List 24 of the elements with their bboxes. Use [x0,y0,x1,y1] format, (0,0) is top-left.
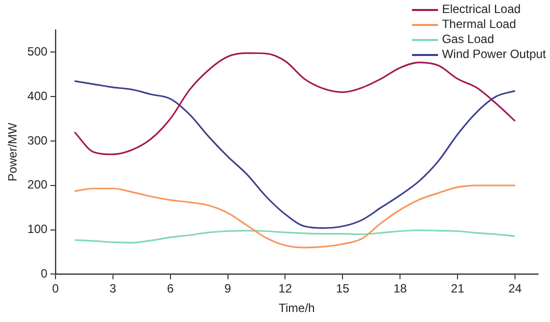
x-tick-label: 12 [278,282,292,296]
x-axis-title: Time/h [278,301,315,316]
x-tick-label: 24 [508,282,522,296]
line-series [74,184,516,248]
x-tick-label: 15 [336,282,350,296]
y-tick-label: 300 [27,133,48,148]
y-tick-label: 500 [27,44,48,59]
line-series [74,229,516,244]
x-tick-label: 0 [52,282,60,296]
x-tick-label: 18 [393,282,408,296]
x-tick-label: 6 [166,282,174,296]
legend-label: Wind Power Output [442,47,546,62]
line-series [74,80,516,229]
y-tick-label: 400 [27,88,48,103]
y-tick-label: 0 [40,266,48,281]
y-tick-label: 200 [27,178,48,192]
legend-label: Gas Load [442,32,494,47]
y-axis-title: Power/MW [6,122,20,182]
legend-label: Electrical Load [442,2,521,17]
x-tick-label: 9 [224,282,232,296]
x-tick-label: 3 [110,282,117,296]
y-tick-label: 100 [27,222,48,236]
x-tick-label: 21 [450,282,465,296]
legend-label: Thermal Load [442,17,516,32]
